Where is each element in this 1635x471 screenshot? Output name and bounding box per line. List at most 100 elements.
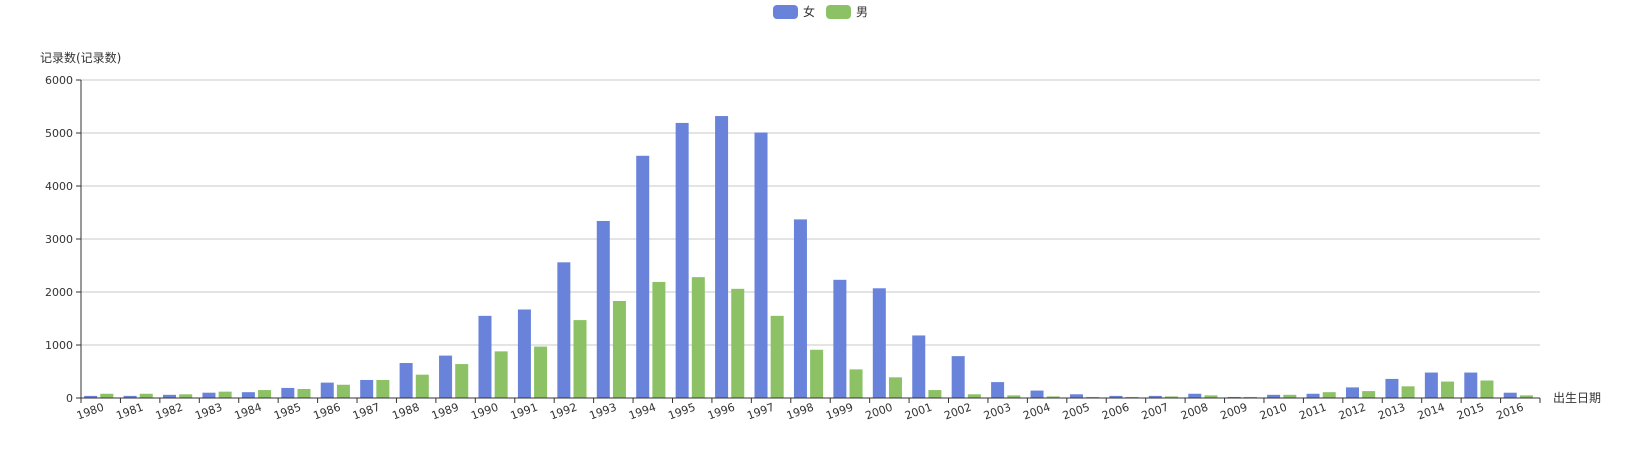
x-tick-label: 2012 — [1337, 401, 1368, 423]
x-tick-label: 1987 — [351, 401, 382, 423]
bar-1997-男 — [770, 315, 784, 398]
y-tick-label: 3000 — [45, 233, 73, 246]
x-tick-label: 2008 — [1179, 401, 1210, 423]
bar-1981-男 — [139, 393, 153, 398]
bar-2003-男 — [1007, 395, 1021, 398]
x-tick-label: 1988 — [390, 401, 421, 423]
legend-swatch[interactable] — [826, 5, 851, 19]
bar-1986-女 — [320, 382, 334, 398]
x-tick-label: 2003 — [982, 401, 1013, 423]
x-tick-label: 1984 — [233, 401, 264, 423]
x-tick-label: 1994 — [627, 401, 658, 423]
bar-2016-男 — [1519, 395, 1533, 398]
x-tick-label: 2000 — [864, 401, 895, 423]
bar-1988-女 — [399, 363, 413, 398]
bar-1989-男 — [455, 364, 469, 398]
bar-1982-女 — [163, 394, 177, 398]
y-tick-label: 6000 — [45, 74, 73, 87]
bar-1994-女 — [636, 155, 650, 398]
x-tick-label: 1992 — [548, 401, 579, 423]
x-tick-label: 2014 — [1416, 401, 1447, 423]
bar-2006-女 — [1109, 395, 1123, 398]
y-tick-label: 1000 — [45, 339, 73, 352]
bar-2008-男 — [1204, 395, 1218, 398]
x-axis-title: 出生日期 — [1553, 391, 1601, 405]
bar-1992-女 — [557, 262, 571, 398]
bar-1990-男 — [494, 351, 508, 398]
x-tick-label: 1986 — [312, 401, 343, 423]
bar-2004-男 — [1046, 396, 1060, 398]
x-tick-label: 1991 — [509, 401, 540, 423]
bar-1985-男 — [297, 388, 311, 398]
bar-1996-男 — [731, 288, 745, 398]
bar-1998-男 — [810, 349, 824, 398]
bar-1989-女 — [439, 355, 453, 398]
bar-2007-男 — [1165, 396, 1179, 398]
x-tick-label: 2009 — [1219, 401, 1250, 423]
bar-1983-女 — [202, 392, 216, 398]
y-axis-title: 记录数(记录数) — [40, 50, 121, 65]
bar-2003-女 — [991, 382, 1005, 398]
bar-1984-女 — [241, 392, 255, 398]
legend-label[interactable]: 男 — [856, 5, 868, 19]
bar-1990-女 — [478, 315, 492, 398]
legend-swatch[interactable] — [773, 5, 798, 19]
grid-lines — [81, 79, 1540, 346]
x-tick-label: 1998 — [785, 401, 816, 423]
x-tick-label: 1993 — [588, 401, 619, 423]
bar-2016-女 — [1503, 392, 1517, 398]
legend[interactable]: 女男 — [773, 4, 868, 19]
bar-1994-男 — [652, 281, 666, 398]
bar-2002-女 — [951, 356, 965, 398]
bar-2011-女 — [1306, 393, 1320, 398]
bar-2002-男 — [967, 394, 981, 398]
x-tick-label: 2007 — [1140, 401, 1171, 423]
axes — [80, 80, 1540, 399]
x-tick-label: 2001 — [903, 401, 934, 423]
x-tick-label: 1995 — [666, 401, 697, 423]
bar-1995-女 — [675, 122, 689, 399]
x-tick-label: 2002 — [942, 401, 973, 423]
bar-2012-男 — [1362, 391, 1376, 398]
bar-2015-男 — [1480, 380, 1494, 398]
bar-2001-女 — [912, 335, 926, 398]
bar-2000-男 — [888, 377, 902, 398]
bar-1995-男 — [691, 277, 705, 398]
bar-2007-女 — [1148, 395, 1162, 398]
legend-label[interactable]: 女 — [803, 4, 815, 19]
bar-2005-男 — [1086, 396, 1100, 398]
bar-1991-男 — [534, 346, 548, 398]
bar-2014-女 — [1424, 372, 1438, 398]
y-tick-label: 4000 — [45, 180, 73, 193]
bar-1982-男 — [179, 394, 193, 398]
bar-2009-男 — [1243, 396, 1257, 398]
bar-2015-女 — [1464, 372, 1478, 398]
bar-2010-男 — [1283, 394, 1297, 398]
x-tick-label: 2010 — [1258, 401, 1289, 423]
x-tick-label: 1981 — [114, 401, 145, 423]
x-tick-label: 2006 — [1100, 401, 1131, 423]
x-tick-label: 1989 — [430, 401, 461, 423]
x-tick-label: 1997 — [745, 401, 776, 423]
x-tick-label: 2015 — [1455, 401, 1486, 423]
bar-1987-女 — [360, 379, 374, 398]
x-tick-label: 1996 — [706, 401, 737, 423]
bar-2008-女 — [1188, 393, 1202, 398]
bar-1981-女 — [123, 395, 137, 398]
x-tick-label: 1985 — [272, 401, 303, 423]
bar-1991-女 — [517, 309, 531, 398]
bars — [84, 116, 1533, 399]
bar-1999-女 — [833, 279, 847, 398]
bar-1993-女 — [596, 220, 610, 398]
bar-1984-男 — [258, 390, 272, 398]
bar-2006-男 — [1125, 396, 1139, 398]
bar-2012-女 — [1345, 387, 1359, 398]
bar-1988-男 — [415, 374, 429, 398]
bar-2005-女 — [1069, 394, 1083, 398]
bar-1997-女 — [754, 132, 768, 398]
bar-1983-男 — [218, 391, 232, 398]
bar-1993-男 — [612, 301, 626, 398]
bar-2011-男 — [1322, 392, 1336, 398]
